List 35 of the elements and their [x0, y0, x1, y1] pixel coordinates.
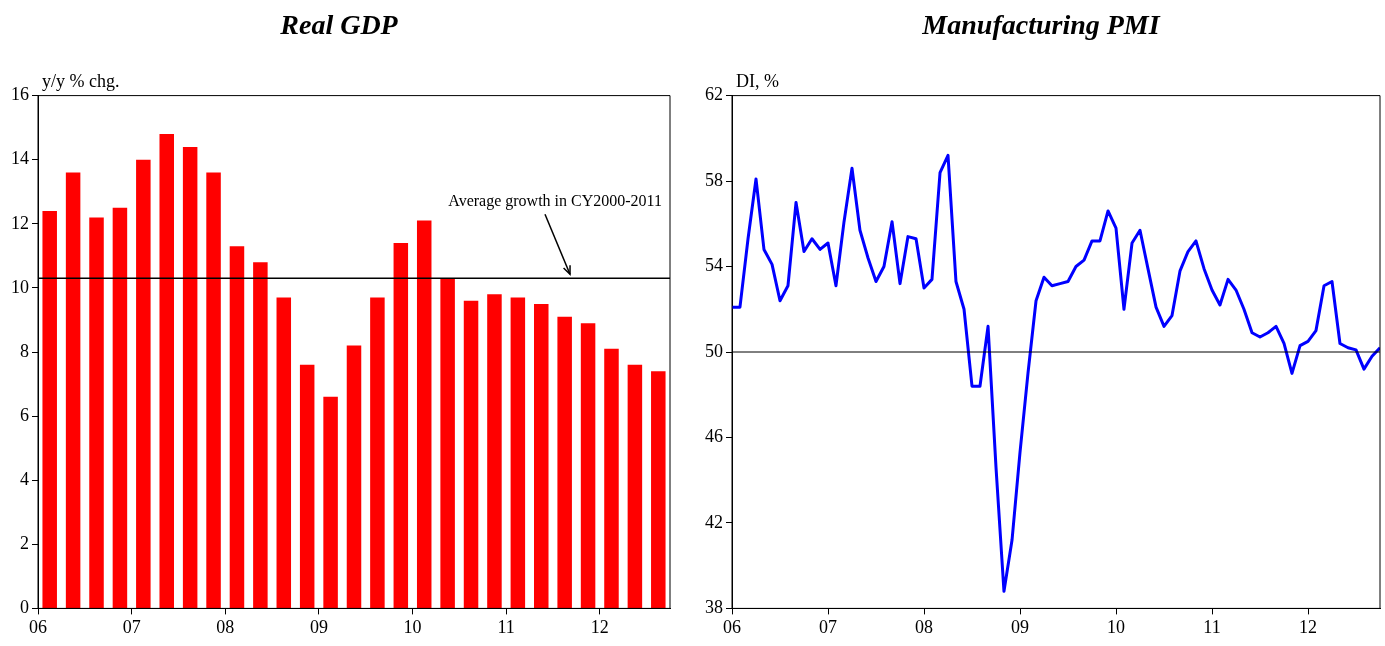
y-tick-label: 14 — [11, 148, 29, 169]
y-axis-title: DI, % — [736, 71, 779, 92]
x-tick-label: 06 — [723, 616, 741, 637]
x-tick-label: 11 — [1203, 616, 1221, 637]
y-axis-title: y/y % chg. — [42, 71, 120, 92]
y-tick-label: 50 — [705, 340, 723, 361]
y-tick-label: 46 — [705, 426, 723, 447]
x-tick-label: 10 — [403, 616, 422, 637]
x-tick-label: 08 — [915, 616, 933, 637]
x-tick-label: 08 — [216, 616, 235, 637]
ref-line-label: Average growth in CY2000-2011 — [448, 192, 662, 211]
chart-title: Manufacturing PMI — [921, 9, 1161, 41]
x-tick-label: 06 — [29, 616, 47, 637]
x-tick-label: 12 — [1299, 616, 1317, 637]
x-tick-label: 11 — [497, 616, 515, 637]
y-tick-label: 4 — [20, 468, 29, 489]
y-tick-label: 54 — [705, 255, 723, 276]
x-tick-label: 10 — [1107, 616, 1125, 637]
x-tick-label: 09 — [1011, 616, 1029, 637]
y-tick-label: 10 — [11, 276, 29, 297]
y-tick-label: 38 — [705, 597, 723, 618]
y-tick-label: 16 — [11, 84, 29, 105]
y-tick-label: 0 — [20, 597, 29, 618]
y-tick-label: 6 — [20, 404, 29, 425]
x-tick-label: 12 — [590, 616, 609, 637]
y-tick-label: 2 — [20, 533, 29, 554]
y-tick-label: 12 — [11, 212, 29, 233]
y-tick-label: 62 — [705, 84, 723, 105]
x-tick-label: 07 — [122, 616, 141, 637]
y-tick-label: 8 — [20, 340, 29, 361]
x-tick-label: 07 — [819, 616, 837, 637]
chart-title: Real GDP — [279, 9, 399, 41]
y-tick-label: 42 — [705, 511, 723, 532]
x-tick-label: 09 — [309, 616, 328, 637]
y-tick-label: 58 — [705, 169, 723, 190]
